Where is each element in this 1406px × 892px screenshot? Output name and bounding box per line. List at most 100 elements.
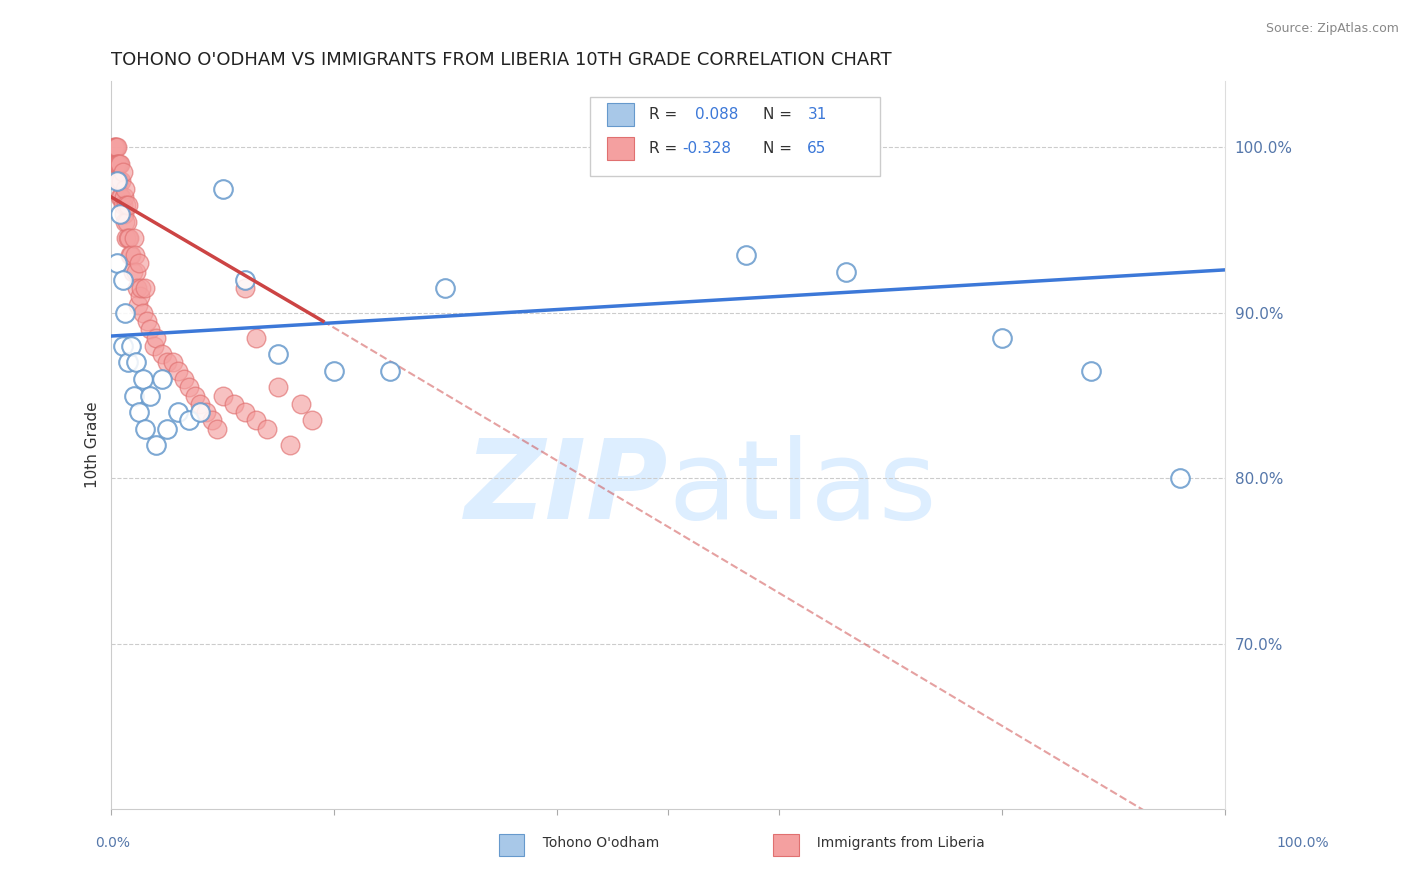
Point (156, 355, 179, 369)
Point (125, 281, 148, 295)
Point (115, 198, 138, 212)
Point (111, 198, 134, 212)
Text: TOHONO O'ODHAM VS IMMIGRANTS FROM LIBERIA 10TH GRADE CORRELATION CHART: TOHONO O'ODHAM VS IMMIGRANTS FROM LIBERI… (111, 51, 891, 69)
Text: N =: N = (763, 107, 797, 122)
Bar (607, 136, 634, 160)
Point (108, 157, 131, 171)
Point (117, 198, 139, 212)
Point (131, 306, 153, 320)
Point (150, 372, 173, 386)
Point (120, 248, 142, 262)
Point (105, 256, 128, 270)
Point (104, 140, 127, 154)
Text: 65: 65 (807, 141, 827, 156)
Point (103, 140, 125, 154)
Point (122, 388, 145, 402)
Point (233, 405, 256, 419)
Point (136, 314, 159, 328)
Text: R =: R = (650, 107, 682, 122)
Point (190, 397, 212, 411)
Text: Tohono O'odham: Tohono O'odham (534, 836, 659, 850)
Point (115, 231, 138, 245)
Point (129, 289, 152, 303)
Point (127, 297, 149, 311)
Point (233, 273, 256, 287)
Point (110, 173, 132, 187)
Point (211, 182, 233, 196)
Point (179, 380, 201, 394)
Point (104, 140, 127, 154)
Text: atlas: atlas (668, 435, 936, 542)
Point (222, 397, 245, 411)
Text: 100.0%: 100.0% (1277, 836, 1329, 850)
Point (110, 207, 132, 221)
Point (142, 339, 165, 353)
Point (117, 355, 139, 369)
Point (104, 157, 127, 171)
Point (290, 397, 312, 411)
Point (105, 173, 128, 187)
Point (167, 405, 190, 419)
Point (195, 405, 218, 419)
Point (112, 190, 135, 204)
Point (111, 273, 134, 287)
Point (120, 339, 142, 353)
Point (735, 248, 758, 262)
Text: -0.328: -0.328 (682, 141, 731, 156)
Point (245, 413, 267, 427)
Point (121, 264, 143, 278)
Point (145, 438, 167, 452)
Point (145, 331, 167, 345)
Point (173, 372, 195, 386)
Point (110, 190, 132, 204)
Bar (591, 97, 880, 176)
Point (105, 140, 128, 154)
Bar (607, 103, 634, 127)
Point (107, 173, 129, 187)
Point (245, 331, 267, 345)
Point (434, 281, 457, 295)
Point (125, 264, 148, 278)
Point (112, 207, 135, 221)
Point (156, 422, 179, 436)
Y-axis label: 10th Grade: 10th Grade (86, 402, 100, 489)
Point (107, 157, 129, 171)
Point (128, 256, 150, 270)
Point (108, 173, 131, 187)
Point (323, 364, 346, 378)
Point (179, 413, 201, 427)
Point (211, 388, 233, 402)
Point (110, 157, 132, 171)
Point (134, 422, 156, 436)
Point (131, 281, 153, 295)
Point (256, 422, 278, 436)
Point (233, 281, 256, 295)
Point (991, 331, 1014, 345)
Point (184, 388, 207, 402)
Text: R =: R = (650, 141, 682, 156)
Text: 0.0%: 0.0% (96, 836, 131, 850)
Point (278, 438, 301, 452)
Text: ZIP: ZIP (464, 435, 668, 542)
Point (201, 413, 224, 427)
Point (124, 248, 146, 262)
Point (139, 388, 162, 402)
Point (205, 422, 228, 436)
Point (122, 231, 145, 245)
Point (117, 231, 139, 245)
Point (378, 364, 401, 378)
Point (105, 157, 128, 171)
Point (111, 165, 134, 179)
Point (162, 355, 184, 369)
Point (114, 182, 136, 196)
Text: N =: N = (763, 141, 797, 156)
Point (1168, 471, 1191, 485)
Point (267, 347, 290, 361)
Point (267, 380, 290, 394)
Point (131, 372, 153, 386)
Point (120, 248, 142, 262)
Point (134, 281, 156, 295)
Point (125, 355, 148, 369)
Point (118, 231, 141, 245)
Point (114, 215, 136, 229)
